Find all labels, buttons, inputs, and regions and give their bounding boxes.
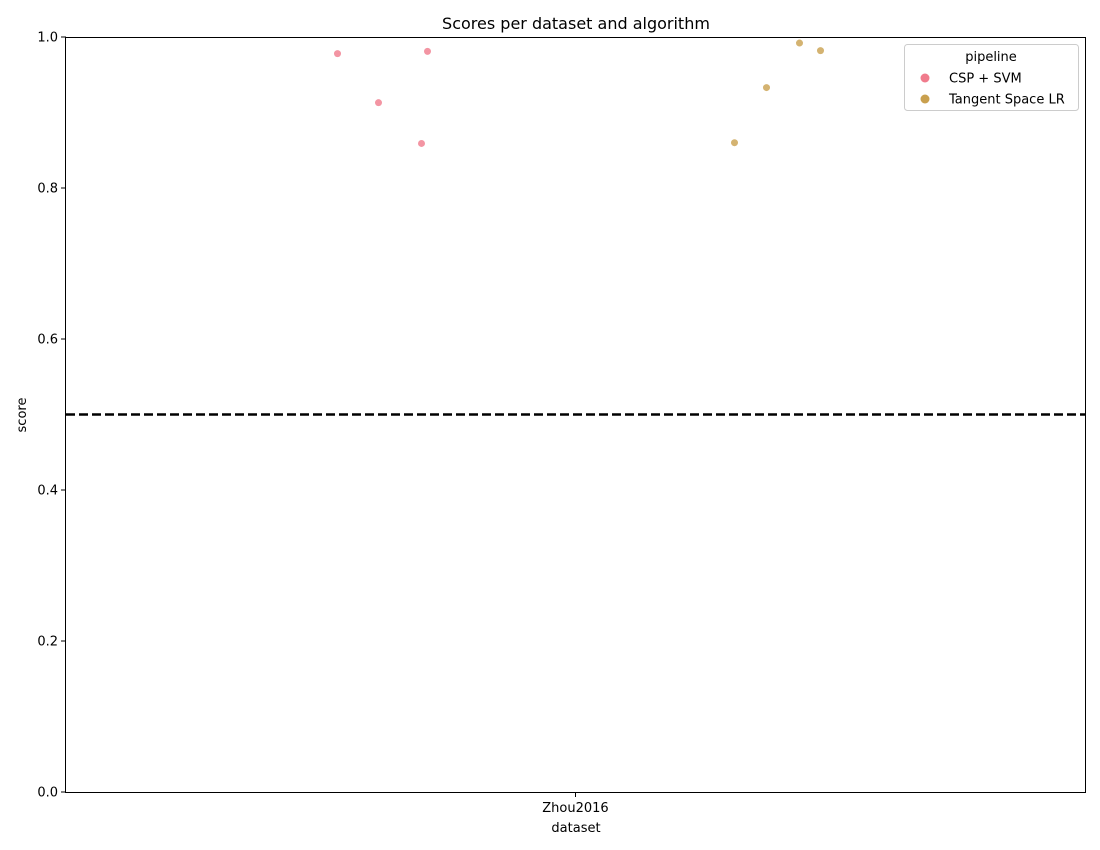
y-tick-label: 0.6: [37, 333, 58, 348]
data-point: [731, 139, 738, 147]
legend-title: pipeline: [965, 50, 1017, 65]
data-point: [796, 39, 803, 47]
y-tick-label: 0.0: [37, 786, 58, 801]
y-tick-label: 0.2: [37, 635, 58, 650]
data-point: [418, 139, 425, 147]
y-tick-label: 0.8: [37, 182, 58, 197]
legend-marker: [920, 73, 930, 83]
x-axis: Zhou2016: [542, 792, 609, 816]
legend-marker: [920, 94, 930, 104]
data-point: [375, 99, 382, 107]
data-points: [334, 39, 824, 147]
y-axis: 0.0 0.2 0.4 0.6 0.8 1.0: [37, 31, 66, 801]
chart-title: Scores per dataset and algorithm: [442, 14, 710, 33]
x-axis-label: dataset: [551, 821, 600, 836]
data-point: [424, 47, 431, 55]
data-point: [334, 50, 341, 58]
y-axis-label: score: [15, 398, 30, 433]
data-point: [817, 47, 824, 55]
y-tick-label: 0.4: [37, 484, 58, 499]
legend-label: Tangent Space LR: [948, 93, 1065, 108]
legend-label: CSP + SVM: [949, 72, 1022, 87]
data-point: [763, 84, 770, 92]
legend-box: [904, 44, 1079, 111]
legend: pipeline CSP + SVM Tangent Space LR: [904, 44, 1079, 111]
x-tick-label: Zhou2016: [542, 801, 608, 816]
y-tick-label: 1.0: [37, 31, 58, 46]
